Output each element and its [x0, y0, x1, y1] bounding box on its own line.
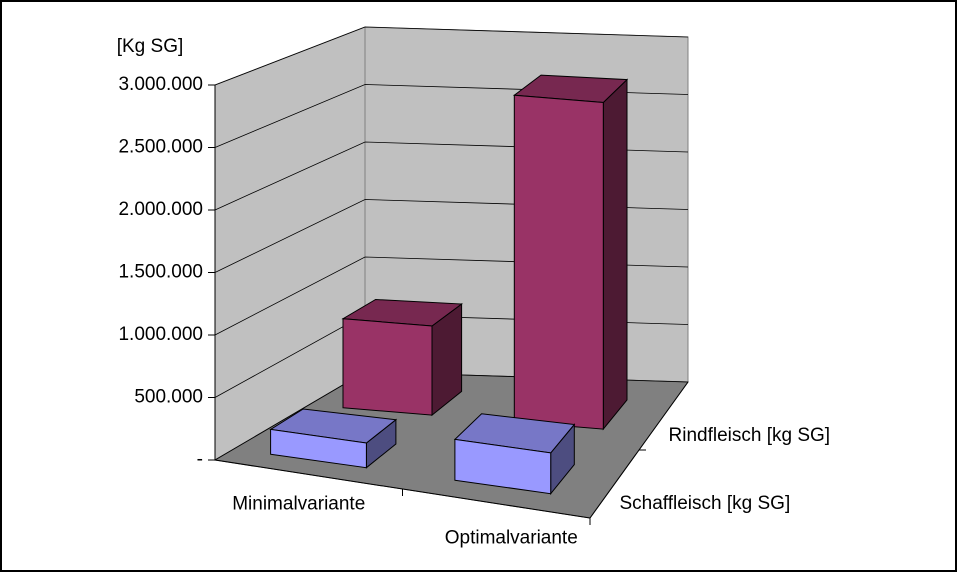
bar — [270, 428, 367, 469]
y-tick-label: 2.000.000 — [118, 199, 203, 220]
bar — [454, 438, 552, 495]
bar — [513, 94, 604, 430]
series-label: Schaffleisch [kg SG] — [620, 493, 791, 514]
y-tick-label: 1.500.000 — [118, 262, 203, 283]
y-axis-title: [Kg SG] — [117, 36, 184, 57]
y-tick-label: 1.000.000 — [118, 324, 203, 345]
grid-line — [214, 26, 689, 86]
x-tick-label: Optimalvariante — [445, 528, 578, 549]
bar — [342, 318, 433, 416]
y-tick-label: 2.500.000 — [118, 137, 203, 158]
bar-side — [602, 78, 628, 431]
y-tick-label: 3.000.000 — [118, 74, 203, 95]
x-tick-label: Minimalvariante — [232, 494, 365, 515]
series-label: Rindfleisch [kg SG] — [669, 425, 831, 446]
y-tick-label: 500.000 — [134, 387, 203, 408]
y-tick-label: - — [197, 449, 203, 470]
